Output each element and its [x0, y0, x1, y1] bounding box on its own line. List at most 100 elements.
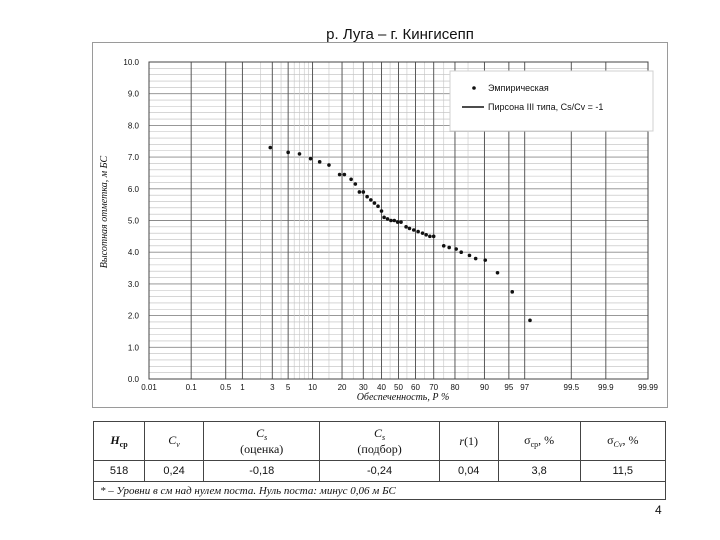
data-point [399, 220, 403, 224]
data-point [420, 231, 425, 235]
x-tick-label: 99.9 [598, 383, 614, 392]
x-tick-label: 0.5 [220, 383, 232, 392]
header-cs-fit: Cs (подбор) [319, 421, 440, 461]
y-tick-label: 5.0 [128, 217, 140, 226]
table-footnote: * – Уровни в см над нулем поста. Нуль по… [93, 481, 666, 500]
x-tick-label: 97 [520, 383, 529, 392]
data-point [454, 247, 458, 251]
data-point [372, 201, 377, 205]
x-tick-label: 40 [377, 383, 386, 392]
header-r1: r(1) [438, 421, 499, 461]
data-point [404, 225, 408, 229]
x-tick-label: 3 [270, 383, 275, 392]
legend-label-pearson: Пирсона III типа, Cs/Cv = -1 [488, 102, 603, 112]
data-point [349, 177, 353, 182]
y-tick-label: 9.0 [128, 90, 140, 99]
data-point [297, 152, 302, 156]
data-point [337, 172, 342, 177]
table-header-row: Hср Cv Cs (оценка) Cs (подбор) r(1) σср, %… [92, 421, 667, 461]
data-point [424, 232, 428, 237]
data-point [483, 258, 488, 262]
table-footnote-row: * – Уровни в см над нулем поста. Нуль по… [93, 481, 666, 500]
value-sigma-avg: 3,8 [497, 460, 581, 482]
data-point [411, 228, 416, 232]
data-point [376, 204, 380, 209]
data-point [395, 220, 400, 224]
x-tick-label: 0.1 [186, 383, 198, 392]
page-number: 4 [655, 503, 662, 517]
legend-label-empirical: Эмпирическая [488, 83, 549, 93]
x-tick-label: 20 [338, 383, 347, 392]
y-tick-label: 4.0 [128, 248, 140, 257]
y-tick-label: 10.0 [123, 58, 139, 67]
x-tick-label: 5 [286, 383, 291, 392]
data-point [327, 163, 331, 167]
data-point [365, 194, 369, 199]
y-tick-label: 0.0 [128, 375, 140, 384]
data-point [473, 256, 478, 261]
y-tick-label: 3.0 [128, 280, 140, 289]
data-point [431, 234, 436, 239]
x-axis-label: Обеспеченность, Р % [357, 392, 450, 403]
data-point [407, 226, 412, 231]
x-tick-label: 99.99 [638, 383, 659, 392]
header-sigma-cv: σCv, % [579, 421, 667, 461]
header-cs-estimate: Cs (оценка) [203, 421, 321, 461]
data-point [495, 271, 500, 275]
y-tick-label: 2.0 [128, 312, 140, 321]
data-point [379, 209, 384, 213]
header-sigma-avg: σср, % [497, 421, 581, 461]
data-point [510, 290, 515, 294]
y-tick-label: 8.0 [128, 121, 140, 130]
data-point [392, 218, 397, 223]
stats-table: Hср Cv Cs (оценка) Cs (подбор) r(1) σср, %… [92, 421, 667, 500]
value-r1: 0,04 [438, 460, 499, 482]
data-point [385, 217, 390, 221]
legend-box [449, 70, 654, 132]
value-cv: 0,24 [144, 460, 205, 482]
x-tick-label: 90 [480, 383, 489, 392]
data-point [369, 198, 373, 202]
legend-marker-empirical [472, 86, 476, 90]
data-point [286, 150, 290, 155]
chart-area: 0.01 0.1 0.5 1 3 5 10 20 30 40 50 60 70 80 90 95 97 99.5 9… [92, 42, 668, 408]
plot-border [148, 61, 649, 380]
y-tick-label: 1.0 [128, 343, 140, 352]
x-tick-label: 30 [359, 383, 368, 392]
data-point [342, 172, 347, 177]
x-tick-label: 1 [240, 383, 245, 392]
x-tick-label: 50 [394, 383, 403, 392]
y-tick-label: 6.0 [128, 185, 140, 194]
data-point [447, 245, 451, 250]
data-point [357, 190, 362, 194]
x-tick-label: 80 [451, 383, 460, 392]
chart-title: р. Луга – г. Кингисепп [326, 26, 474, 43]
data-point [416, 229, 420, 234]
y-tick-label: 7.0 [128, 153, 140, 162]
data-point [528, 318, 532, 323]
data-point [428, 234, 432, 239]
data-point [353, 182, 358, 186]
header-h-avg: Hср [92, 421, 146, 461]
data-point [389, 218, 393, 223]
x-tick-label: 70 [429, 383, 438, 392]
legend: Эмпирическая Пирсона III типа, Cs/Cv = -… [449, 70, 654, 132]
value-cs-estimate: -0,18 [203, 460, 321, 482]
x-tick-label: 95 [504, 383, 513, 392]
value-sigma-cv: 11,5 [579, 460, 667, 482]
data-point [467, 253, 472, 258]
data-point [308, 156, 313, 161]
x-tick-label: 60 [411, 383, 420, 392]
data-point [441, 244, 446, 248]
x-tick-label: 99.5 [564, 383, 580, 392]
data-point [268, 145, 273, 150]
y-axis-label: Высотная отметка, м БС [99, 155, 110, 268]
x-tick-label: 0.01 [141, 383, 157, 392]
data-point [459, 250, 463, 254]
value-cs-fit: -0,24 [319, 460, 440, 482]
data-point [382, 215, 386, 220]
data-point [361, 190, 366, 194]
table-value-row: 518 0,24 -0,18 -0,24 0,04 3,8 11,5 [92, 460, 667, 482]
data-point [317, 160, 322, 164]
header-cv: Cv [144, 421, 205, 461]
